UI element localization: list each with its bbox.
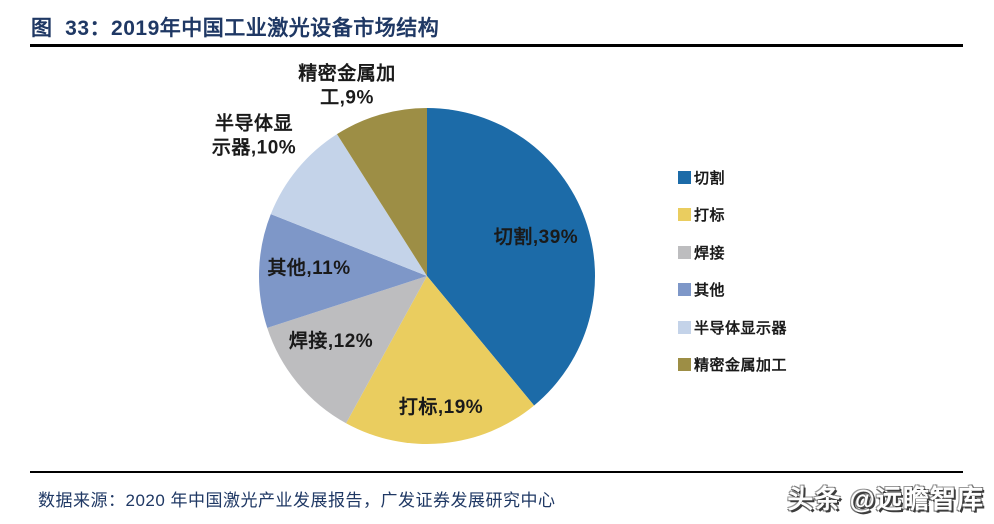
pie-label-precision-metal: 精密金属加 工,9% — [298, 63, 396, 108]
pie-label-other: 其他,11% — [267, 258, 351, 280]
legend-swatch-icon — [678, 358, 691, 371]
title-divider — [30, 44, 963, 47]
legend-item-semiconductor-display: 半导体显示器 — [678, 319, 788, 337]
pie-slice-其他 — [259, 214, 427, 328]
legend-item-other: 其他 — [678, 282, 787, 299]
legend-swatch-icon — [678, 245, 691, 259]
footer-divider — [30, 471, 963, 473]
legend-item-cutting: 切割 — [678, 169, 787, 187]
pie-slice-焊接 — [267, 276, 427, 424]
pie-slice-半导体显示器 — [270, 134, 427, 276]
legend-label: 精密金属加工 — [694, 357, 788, 374]
legend-label: 打标 — [694, 207, 726, 224]
figure-title: 图 33：2019年中国工业激光设备市场结构 — [31, 17, 440, 40]
data-source: 数据来源：2020 年中国激光产业发展报告，广发证券发展研究中心 — [38, 491, 556, 510]
legend-item-welding: 焊接 — [678, 244, 787, 262]
legend-swatch-icon — [678, 208, 691, 221]
legend-swatch-icon — [678, 170, 691, 184]
pie-label-cutting: 切割,39% — [493, 227, 579, 249]
legend-item-marking: 打标 — [678, 207, 787, 224]
legend-label: 半导体显示器 — [694, 319, 788, 337]
legend-label: 切割 — [694, 169, 726, 187]
pie-label-marking: 打标,19% — [398, 397, 484, 419]
pie-slice-打标 — [346, 276, 535, 444]
pie-label-welding: 焊接,12% — [288, 331, 374, 353]
legend-swatch-icon — [678, 320, 691, 334]
pie-slice-切割 — [427, 108, 596, 406]
pie-label-semiconductor-display: 半导体显 示器,10% — [211, 113, 297, 158]
legend-item-precision-metal: 精密金属加工 — [678, 357, 788, 374]
pie-slice-精密金属加工 — [336, 108, 427, 276]
legend-label: 焊接 — [694, 244, 726, 262]
watermark: 头条 @远瞻智库 — [787, 484, 984, 514]
chart-legend: 切割 打标 焊接 其他 半导体显示器 精密金属加工 — [678, 169, 787, 394]
legend-label: 其他 — [694, 282, 726, 299]
legend-swatch-icon — [678, 283, 691, 296]
